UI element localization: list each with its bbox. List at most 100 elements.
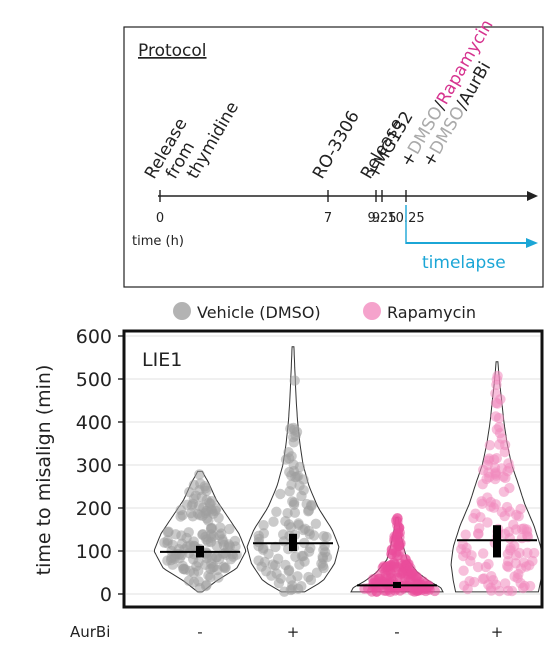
data-point [289,507,301,518]
data-point [509,540,520,552]
data-point [288,499,300,510]
data-point [490,468,501,479]
data-point [283,565,294,577]
data-point [506,585,518,597]
data-point [499,510,510,522]
data-point [178,563,189,575]
data-point [283,447,294,458]
data-point [223,539,235,550]
data-point [475,512,486,523]
violin-group [246,346,340,597]
data-point [162,535,173,546]
timelapse: timelapse [405,205,538,273]
data-point [414,576,425,587]
plot-frame [122,329,544,609]
timelapse-label: timelapse [422,253,506,273]
confidence-bar [493,525,501,558]
data-point [458,550,469,562]
data-point [306,499,317,511]
data-point [392,513,403,524]
data-point [285,574,297,585]
data-point [196,491,207,502]
data-point [514,547,525,559]
data-point [284,466,295,478]
data-point [371,586,382,597]
data-point [490,499,501,510]
data-point [317,551,328,562]
confidence-bar [289,533,297,551]
timeline-axis-label: time (h) [132,234,184,249]
data-point [370,574,381,586]
y-axis-ticks: 0 100 200 300 400 500 600 [76,326,124,606]
protocol-title: Protocol [138,41,207,61]
data-point [182,499,193,510]
data-point [310,518,322,529]
y-tick-label: 0 [100,584,112,606]
data-point [498,486,510,497]
data-point [494,421,505,433]
data-point [270,560,281,571]
data-point [394,538,405,549]
confidence-bar [393,581,401,588]
legend-marker-rapamycin [363,302,381,320]
data-point [193,565,204,577]
data-point [263,548,274,559]
data-point [298,550,309,562]
data-point [185,507,197,519]
data-point [458,565,469,576]
panel-label: LIE1 [142,349,182,371]
data-point [184,486,195,498]
data-point [477,479,488,490]
data-point [285,584,296,596]
data-point [270,541,281,553]
data-point [484,453,495,464]
violin-group [450,361,544,597]
data-point [487,575,499,586]
timeline-tick-label: 9.25 [368,211,397,226]
data-point [253,555,264,566]
data-point [215,522,226,533]
data-point [484,440,495,451]
timeline-arrowhead [527,191,538,201]
data-point [396,568,407,579]
y-tick-label: 600 [76,326,112,348]
data-point [393,522,405,533]
data-point [405,562,416,574]
y-tick-label: 300 [76,455,112,477]
data-point [305,574,317,586]
violin-chart: time to misalign (min) 0 100 200 300 400 500 6… [33,326,544,641]
timeline-tick-label: 7 [324,211,332,226]
data-point [285,522,297,533]
y-tick-label: 500 [76,369,112,391]
data-point [503,561,514,573]
data-point [503,526,514,537]
data-point [163,526,174,537]
data-point [492,370,503,382]
data-point [294,480,305,491]
data-point [517,582,529,594]
protocol-panel: Protocol 0Releasefromthymidine7RO-33069R… [123,16,544,288]
data-point [203,570,214,581]
data-point [202,536,214,547]
aurbi-value: + [287,623,300,641]
data-point [294,461,306,473]
data-point [460,529,471,540]
timeline-tick-label: 9 [372,211,380,226]
data-point [495,394,506,405]
data-point [289,375,300,386]
data-point [483,558,494,570]
data-point [207,562,218,573]
legend: Vehicle (DMSO) Rapamycin [173,302,476,322]
data-point [493,412,505,424]
data-point [472,561,484,573]
data-point [298,524,309,536]
data-point [188,536,199,547]
legend-marker-vehicle [173,302,191,320]
violins [153,346,544,597]
data-point [478,548,489,559]
data-point [275,488,286,500]
data-point [500,472,511,484]
aurbi-value: + [491,623,504,641]
data-point [479,573,490,584]
